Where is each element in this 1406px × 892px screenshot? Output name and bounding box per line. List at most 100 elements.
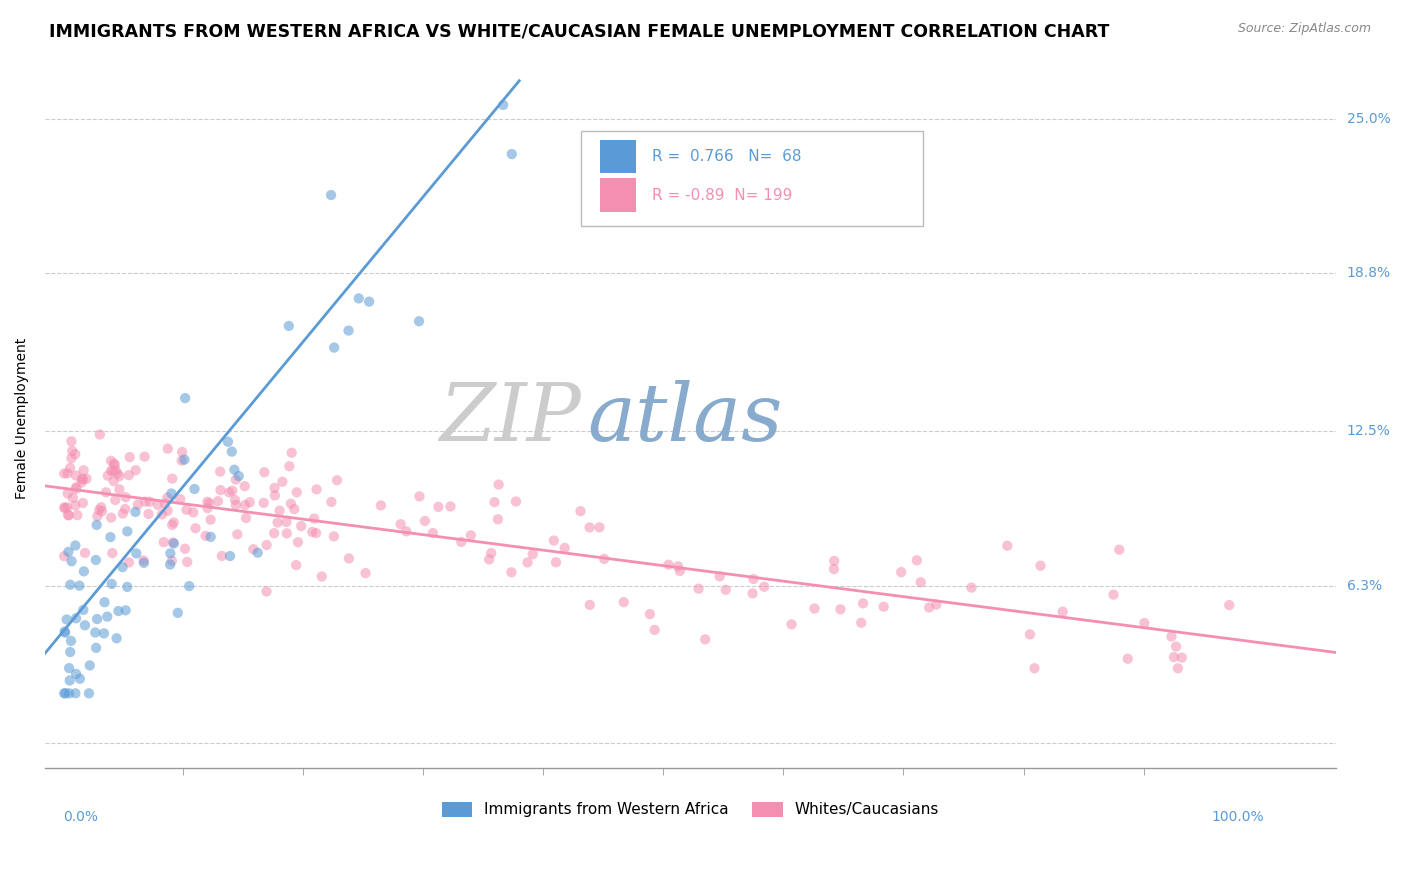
Point xyxy=(125,546,148,560)
Point xyxy=(228,469,250,483)
Point xyxy=(218,485,240,500)
Point xyxy=(174,541,197,556)
Point xyxy=(285,485,308,500)
Point xyxy=(960,581,983,595)
Point xyxy=(754,580,776,594)
Point xyxy=(146,498,169,512)
Point xyxy=(1052,605,1074,619)
Point xyxy=(211,549,233,563)
Point xyxy=(156,442,179,456)
Text: R = -0.89  N= 199: R = -0.89 N= 199 xyxy=(651,187,792,202)
Point xyxy=(56,500,79,515)
Point xyxy=(688,582,710,596)
Text: IMMIGRANTS FROM WESTERN AFRICA VS WHITE/CAUCASIAN FEMALE UNEMPLOYMENT CORRELATIO: IMMIGRANTS FROM WESTERN AFRICA VS WHITE/… xyxy=(49,22,1109,40)
Point xyxy=(73,565,96,579)
Point xyxy=(803,601,825,615)
Point xyxy=(370,499,392,513)
Point xyxy=(613,595,636,609)
Point xyxy=(153,497,176,511)
Point xyxy=(60,444,83,458)
Point xyxy=(170,453,193,467)
Point xyxy=(100,510,122,524)
Y-axis label: Female Unemployment: Female Unemployment xyxy=(15,338,30,499)
Point xyxy=(63,447,86,461)
Point xyxy=(1116,651,1139,665)
Text: atlas: atlas xyxy=(588,380,783,457)
Point xyxy=(159,546,181,560)
Point xyxy=(156,491,179,505)
Point xyxy=(56,486,79,500)
Point xyxy=(253,465,276,479)
Point xyxy=(163,516,186,530)
Point xyxy=(104,458,127,472)
Point xyxy=(657,558,679,572)
Point xyxy=(224,492,246,507)
Point xyxy=(287,535,309,549)
Point xyxy=(233,479,256,493)
Point xyxy=(246,546,269,560)
Point xyxy=(484,495,506,509)
Point xyxy=(73,546,96,560)
Point xyxy=(70,475,93,490)
Point xyxy=(319,188,342,202)
Point xyxy=(179,579,201,593)
Point xyxy=(160,486,183,500)
Text: 18.8%: 18.8% xyxy=(1347,267,1391,280)
Point xyxy=(354,566,377,581)
Point xyxy=(86,612,108,626)
Point xyxy=(124,505,146,519)
Point xyxy=(271,475,294,489)
Point xyxy=(644,623,666,637)
Point xyxy=(86,509,108,524)
Point xyxy=(478,552,501,566)
Point xyxy=(280,446,302,460)
Point xyxy=(114,490,136,504)
Point xyxy=(118,450,141,464)
FancyBboxPatch shape xyxy=(600,140,636,173)
Point xyxy=(269,503,291,517)
Point xyxy=(1167,661,1189,675)
Point xyxy=(138,494,160,508)
Point xyxy=(830,602,852,616)
Point xyxy=(100,454,122,468)
Point xyxy=(72,496,94,510)
Point xyxy=(501,566,523,580)
Point xyxy=(79,658,101,673)
Point xyxy=(96,609,118,624)
Point xyxy=(638,607,661,621)
Point xyxy=(714,582,737,597)
Legend: Immigrants from Western Africa, Whites/Caucasians: Immigrants from Western Africa, Whites/C… xyxy=(436,796,945,823)
Point xyxy=(488,477,510,491)
Point xyxy=(285,558,308,573)
Point xyxy=(505,494,527,508)
Point xyxy=(337,551,360,566)
Point xyxy=(918,600,941,615)
Point xyxy=(242,542,264,557)
Point xyxy=(408,489,430,503)
Point xyxy=(1218,598,1240,612)
Point xyxy=(209,483,232,497)
Point xyxy=(264,488,287,502)
Point xyxy=(486,512,509,526)
Point xyxy=(58,661,80,675)
FancyBboxPatch shape xyxy=(600,178,636,212)
Point xyxy=(53,549,76,564)
Point xyxy=(278,459,301,474)
Point xyxy=(460,528,482,542)
Point xyxy=(256,584,278,599)
Point xyxy=(852,596,875,610)
Point xyxy=(239,495,262,509)
Point xyxy=(1108,542,1130,557)
Point xyxy=(100,464,122,478)
Point xyxy=(413,514,436,528)
Point xyxy=(321,495,343,509)
Point xyxy=(823,562,845,576)
FancyBboxPatch shape xyxy=(581,131,922,226)
Point xyxy=(1029,558,1052,573)
Point xyxy=(305,526,328,541)
Point xyxy=(225,473,247,487)
Point xyxy=(118,468,141,483)
Point xyxy=(75,472,97,486)
Point xyxy=(159,558,181,572)
Point xyxy=(925,598,948,612)
